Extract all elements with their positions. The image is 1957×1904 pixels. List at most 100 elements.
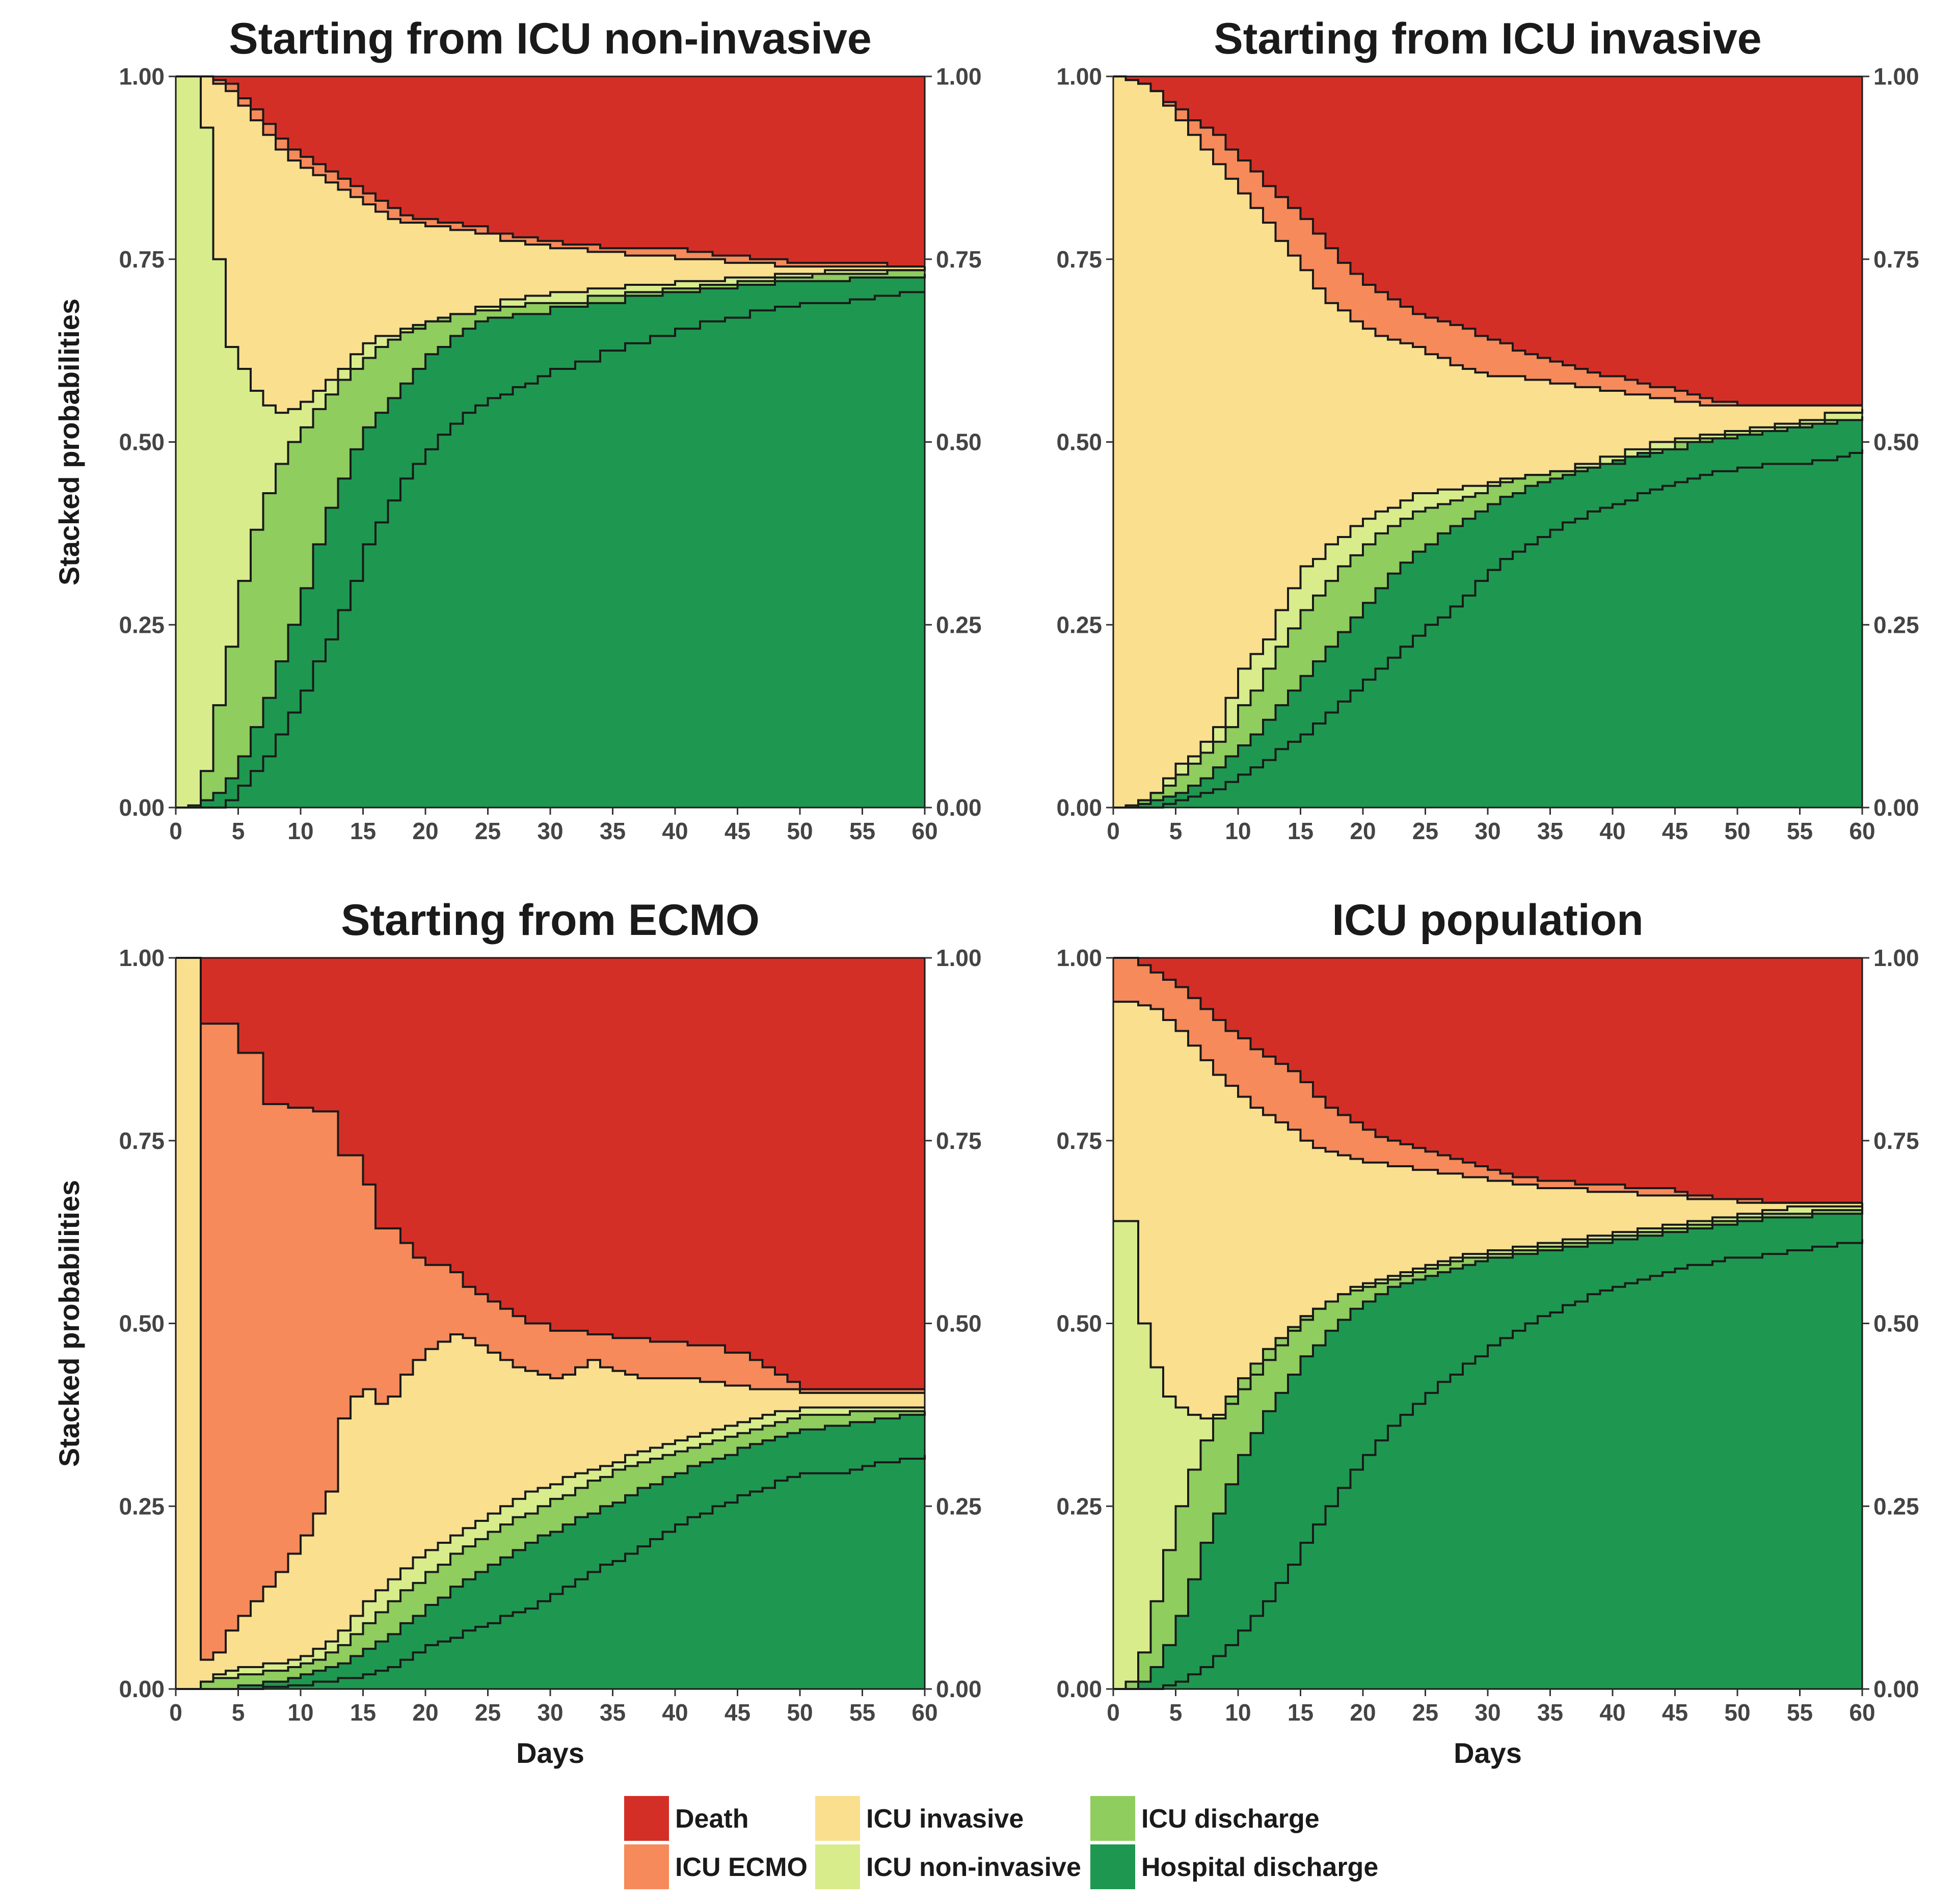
- legend-label: ICU non-invasive: [866, 1853, 1081, 1882]
- boundary-line-icu-ecmo: [176, 957, 925, 1661]
- x-tick-label: 30: [537, 818, 563, 844]
- x-tick-label: 20: [412, 818, 438, 844]
- chart-panel-1: Starting from ICU non-invasive 0.00 0.00 0.…: [53, 14, 982, 844]
- panel-title: Starting from ECMO: [341, 896, 760, 945]
- y-tick-label-right: 0.50: [936, 429, 982, 455]
- legend-swatch: [624, 1796, 669, 1841]
- y-tick-label-right: 0.00: [1873, 794, 1919, 821]
- y-tick-label-right: 0.50: [1873, 429, 1919, 455]
- x-tick-label: 10: [287, 1699, 313, 1726]
- x-axis-label: Days: [516, 1737, 584, 1769]
- y-tick-label-left: 0.00: [1056, 1676, 1102, 1702]
- x-tick-label: 5: [1169, 818, 1183, 844]
- boundary-line-death: [1113, 75, 1862, 407]
- chart-panel-4: ICU population 0.00 0.00 0.25 0.25 0.50 0.50 0.…: [1056, 896, 1919, 1769]
- x-tick-label: 55: [1787, 1699, 1813, 1726]
- area-hospital-discharge: [176, 1455, 925, 1689]
- boundary-line-icu-invasive: [176, 1406, 925, 1690]
- boundary-line-icu-non-invasive: [176, 269, 925, 809]
- x-tick-label: 55: [849, 1699, 875, 1726]
- legend-label: ICU discharge: [1141, 1804, 1320, 1834]
- boundary-line-icu-ecmo: [1113, 1001, 1862, 1204]
- y-tick-label-right: 1.00: [1873, 945, 1919, 971]
- legend-item-icu-discharge: ICU discharge: [1090, 1796, 1320, 1841]
- y-tick-label-right: 1.00: [936, 945, 982, 971]
- x-tick-label: 25: [1412, 1699, 1438, 1726]
- legend-swatch: [624, 1844, 669, 1889]
- x-tick-label: 60: [1849, 1699, 1875, 1726]
- x-tick-label: 10: [287, 818, 313, 844]
- y-tick-label-left: 0.75: [119, 1128, 165, 1154]
- x-tick-label: 15: [1288, 1699, 1313, 1726]
- x-tick-label: 20: [412, 1699, 438, 1726]
- y-tick-label-left: 1.00: [1056, 945, 1102, 971]
- y-tick-label-left: 0.50: [1056, 429, 1102, 455]
- x-tick-label: 0: [169, 1699, 182, 1726]
- x-tick-label: 25: [1412, 818, 1438, 844]
- y-tick-label-right: 0.00: [1873, 1676, 1919, 1702]
- y-tick-label-left: 0.00: [119, 794, 165, 821]
- x-tick-label: 10: [1225, 1699, 1251, 1726]
- legend-item-icu-ecmo: ICU ECMO: [624, 1844, 808, 1889]
- y-tick-label-right: 0.50: [936, 1310, 982, 1337]
- x-tick-label: 60: [912, 1699, 937, 1726]
- legend-swatch: [815, 1844, 860, 1889]
- chart-panel-3: Starting from ECMO 0.00 0.00 0.25 0.25 0.50 0.…: [53, 896, 982, 1769]
- x-tick-label: 5: [1169, 1699, 1183, 1726]
- y-tick-label-left: 0.50: [119, 1310, 165, 1337]
- x-tick-label: 25: [475, 1699, 501, 1726]
- y-tick-label-right: 0.75: [936, 246, 982, 273]
- boundary-line-hospital-discharge: [1113, 449, 1863, 809]
- y-tick-label-left: 1.00: [119, 63, 165, 90]
- boundary-line-icu-invasive: [176, 75, 926, 414]
- x-tick-label: 45: [725, 818, 750, 844]
- y-tick-label-left: 0.75: [119, 246, 165, 273]
- legend-swatch: [1090, 1796, 1135, 1841]
- x-tick-label: 35: [1537, 1699, 1563, 1726]
- boundary-line-icu-invasive: [1113, 409, 1863, 809]
- x-tick-label: 60: [912, 818, 937, 844]
- x-tick-label: 50: [787, 1699, 813, 1726]
- x-tick-label: 50: [1724, 818, 1750, 844]
- x-tick-label: 45: [1662, 1699, 1688, 1726]
- x-tick-label: 0: [1107, 1699, 1120, 1726]
- boundary-line-hospital-discharge: [176, 291, 925, 809]
- x-tick-label: 35: [600, 1699, 626, 1726]
- y-tick-label-right: 1.00: [1873, 63, 1919, 90]
- y-axis-label: Stacked probabilities: [53, 1180, 85, 1467]
- legend-item-hospital-discharge: Hospital discharge: [1090, 1844, 1378, 1889]
- x-tick-label: 50: [787, 818, 813, 844]
- x-tick-label: 0: [169, 818, 182, 844]
- y-tick-label-left: 0.50: [1056, 1310, 1102, 1337]
- y-tick-label-right: 0.50: [1873, 1310, 1919, 1337]
- legend: Death ICU ECMO ICU invasive ICU non-invasiv…: [624, 1796, 1378, 1889]
- panels-layer: Starting from ICU non-invasive 0.00 0.00 0.…: [53, 14, 1919, 1769]
- y-tick-label-left: 0.75: [1056, 1128, 1102, 1154]
- boundary-line-icu-discharge: [1113, 1210, 1863, 1690]
- y-tick-label-left: 0.75: [1056, 246, 1102, 273]
- y-tick-label-right: 0.25: [1873, 1493, 1919, 1519]
- area-hospital-discharge: [176, 292, 925, 808]
- x-tick-label: 15: [350, 818, 376, 844]
- x-tick-label: 15: [1288, 818, 1313, 844]
- x-tick-label: 40: [1599, 1699, 1625, 1726]
- legend-swatch: [815, 1796, 860, 1841]
- x-tick-label: 5: [232, 818, 245, 844]
- x-tick-label: 55: [849, 818, 875, 844]
- x-tick-label: 30: [537, 1699, 563, 1726]
- x-tick-label: 10: [1225, 818, 1251, 844]
- boundary-line-death: [176, 75, 925, 268]
- x-tick-label: 50: [1724, 1699, 1750, 1726]
- y-tick-label-left: 1.00: [1056, 63, 1102, 90]
- x-tick-label: 35: [1537, 818, 1563, 844]
- y-tick-label-left: 0.25: [1056, 1493, 1102, 1519]
- y-tick-label-left: 0.25: [1056, 611, 1102, 638]
- legend-label: ICU ECMO: [675, 1853, 808, 1882]
- boundary-line-death: [1113, 957, 1862, 1204]
- legend-label: Death: [675, 1804, 748, 1834]
- area-hospital-discharge: [1113, 449, 1862, 808]
- y-axis-label: Stacked probabilities: [53, 299, 85, 585]
- y-tick-label-right: 0.75: [1873, 246, 1919, 273]
- legend-label: Hospital discharge: [1141, 1853, 1378, 1882]
- x-tick-label: 20: [1350, 1699, 1376, 1726]
